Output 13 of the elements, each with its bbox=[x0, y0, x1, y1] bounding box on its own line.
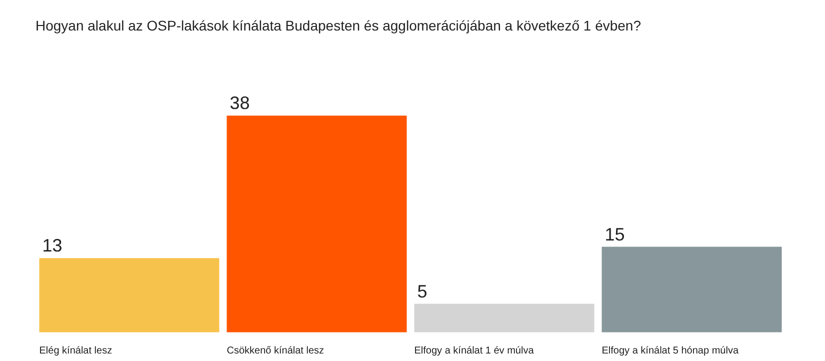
x-tick-label: Elfogy a kínálat 5 hónap múlva bbox=[602, 345, 739, 356]
bar bbox=[226, 116, 407, 332]
data-label: 15 bbox=[604, 224, 625, 244]
bar bbox=[602, 246, 782, 332]
x-tick-label: Csökkenő kínálat lesz bbox=[226, 345, 324, 356]
bar bbox=[39, 258, 220, 332]
chart-title: Hogyan alakul az OSP-lakások kínálata Budapesten és agglomerációjában a következő 1 évben? bbox=[36, 18, 642, 34]
x-tick-label: Elég kínálat lesz bbox=[39, 345, 112, 356]
data-label: 5 bbox=[417, 281, 428, 302]
data-label: 38 bbox=[230, 93, 250, 114]
data-label: 13 bbox=[42, 236, 62, 256]
x-tick-label: Elfogy a kínálat 1 év múlva bbox=[414, 345, 534, 356]
bar bbox=[414, 304, 594, 332]
